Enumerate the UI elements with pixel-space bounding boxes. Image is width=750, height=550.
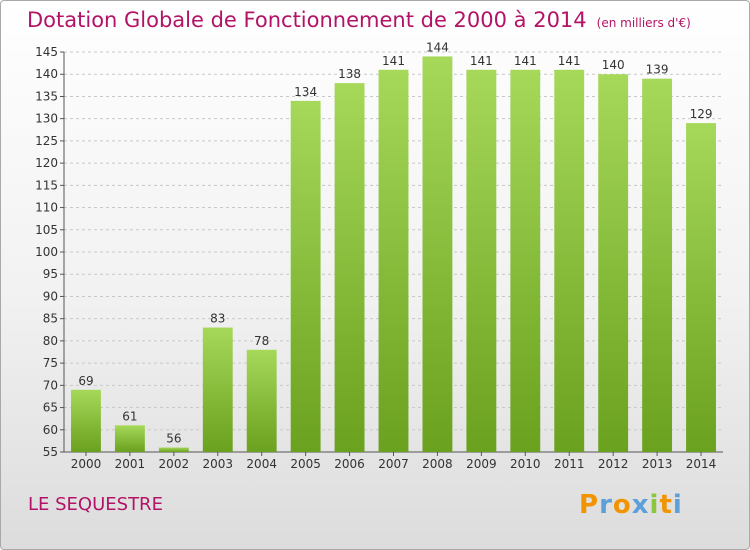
bar-2014 [686, 123, 716, 452]
chart-title-text: Dotation Globale de Fonctionnement de 20… [27, 8, 587, 32]
y-tick-label: 130 [35, 112, 58, 126]
y-tick-label: 100 [35, 245, 58, 259]
x-tick-label-2002: 2002 [159, 457, 190, 471]
y-tick-label: 145 [35, 45, 58, 59]
data-label-2004: 78 [254, 334, 269, 348]
bar-2005 [290, 100, 321, 452]
y-tick-label: 60 [43, 423, 58, 437]
x-tick-label-2007: 2007 [378, 457, 409, 471]
y-tick-label: 55 [43, 445, 58, 459]
x-tick-label-2008: 2008 [422, 457, 453, 471]
data-label-2008: 144 [426, 40, 449, 54]
bar-2010 [510, 69, 541, 453]
grid-lines [64, 51, 723, 453]
x-tick-label-2010: 2010 [510, 457, 541, 471]
data-label-2006: 138 [338, 67, 361, 81]
bar-2000 [71, 389, 101, 452]
bar-2012 [598, 74, 629, 452]
chart-title: Dotation Globale de Fonctionnement de 20… [27, 8, 691, 32]
bar-2011 [554, 69, 585, 453]
bar-2006 [334, 83, 365, 452]
commune-name: LE SEQUESTRE [28, 494, 163, 515]
x-tick-label-2009: 2009 [466, 457, 497, 471]
y-tick-label: 120 [35, 156, 58, 170]
x-tick-label-2004: 2004 [246, 457, 277, 471]
data-label-2001: 61 [122, 409, 137, 423]
x-tick-label-2014: 2014 [686, 457, 717, 471]
y-tick-label: 125 [35, 134, 58, 148]
y-tick-label: 65 [43, 401, 58, 415]
data-label-2005: 134 [294, 85, 317, 99]
y-tick-label: 115 [35, 178, 58, 192]
y-tick-label: 110 [35, 201, 58, 215]
x-tick-label-2001: 2001 [115, 457, 146, 471]
x-tick-label-2000: 2000 [71, 457, 102, 471]
x-tick-label-2012: 2012 [598, 457, 629, 471]
data-label-2014: 129 [690, 107, 713, 121]
logo-letter: P [579, 490, 600, 520]
x-tick-label-2006: 2006 [334, 457, 365, 471]
logo-letter: i [672, 490, 683, 520]
logo-letter: i [649, 490, 660, 520]
data-labels: 69 61 56 83 78 134 138 141 144 141 141 141 140 139 129 [78, 40, 712, 445]
data-label-2013: 139 [646, 63, 669, 77]
data-label-2010: 141 [514, 54, 537, 68]
data-label-2012: 140 [602, 58, 625, 72]
data-label-2003: 83 [210, 312, 225, 326]
bar-2008 [422, 56, 453, 452]
y-tick-label: 140 [35, 67, 58, 81]
axes: 55 60 65 70 75 80 85 90 95 100 105 110 115 120 125 130 1… [35, 45, 723, 471]
proxiti-logo: Proxiti [579, 490, 683, 520]
x-tick-label-2011: 2011 [554, 457, 585, 471]
y-tick-label: 85 [43, 312, 58, 326]
y-tick-label: 80 [43, 334, 58, 348]
bar-2002 [158, 447, 189, 452]
x-tick-label-2003: 2003 [202, 457, 233, 471]
data-label-2007: 141 [382, 54, 405, 68]
bar-2001 [114, 425, 145, 452]
x-tick-label-2013: 2013 [642, 457, 673, 471]
bar-2007 [378, 69, 409, 453]
logo-letter: o [612, 490, 632, 520]
y-tick-label: 135 [35, 89, 58, 103]
bar-2009 [466, 69, 497, 453]
y-tick-label: 95 [43, 267, 58, 281]
y-tick-label: 90 [43, 289, 58, 303]
data-label-2002: 56 [166, 432, 181, 446]
chart-title-unit: (en milliers d'€) [596, 16, 691, 30]
bar-2013 [642, 78, 673, 453]
y-tick-label: 70 [43, 378, 58, 392]
bar-2003 [202, 327, 233, 452]
logo-letter: x [631, 490, 650, 520]
bar-2004 [246, 349, 277, 452]
data-label-2009: 141 [470, 54, 493, 68]
y-tick-label: 75 [43, 356, 58, 370]
bars [71, 56, 716, 453]
logo-letter: r [599, 490, 613, 520]
y-tick-label: 105 [35, 223, 58, 237]
logo-letter: t [659, 490, 673, 520]
x-tick-label-2005: 2005 [290, 457, 321, 471]
data-label-2011: 141 [558, 54, 581, 68]
data-label-2000: 69 [78, 374, 93, 388]
